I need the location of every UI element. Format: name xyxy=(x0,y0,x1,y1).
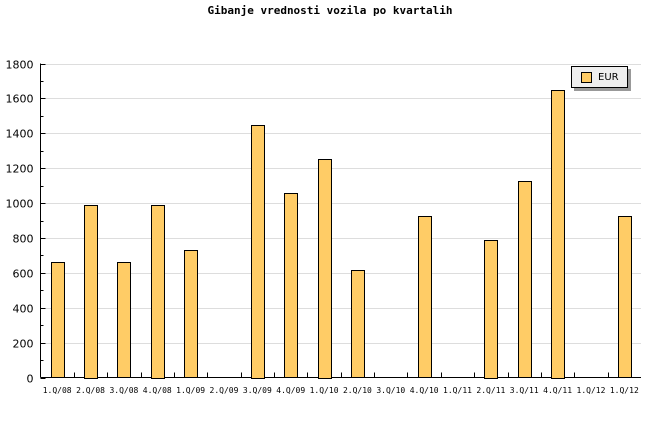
x-tick-label: 3.Q/11 xyxy=(510,386,539,395)
bar xyxy=(418,216,432,378)
x-tick-label: 1.Q/10 xyxy=(310,386,339,395)
y-tick-label: 1400 xyxy=(6,128,34,141)
y-tick-label: 600 xyxy=(13,268,34,281)
x-tick-label: 4.Q/08 xyxy=(143,386,172,395)
bar xyxy=(284,193,298,378)
x-tick-label: 2.Q/09 xyxy=(210,386,239,395)
legend-swatch xyxy=(581,71,592,83)
bar xyxy=(618,216,632,378)
bar xyxy=(551,90,565,379)
y-tick-label: 800 xyxy=(13,233,34,246)
y-tick-label: 1800 xyxy=(6,59,34,72)
x-tick-label: 1.Q/12 xyxy=(610,386,639,395)
x-tick-label: 3.Q/08 xyxy=(109,386,138,395)
y-tick-label: 400 xyxy=(13,303,34,316)
x-tick-label: 2.Q/10 xyxy=(343,386,372,395)
y-tick-label: 200 xyxy=(13,338,34,351)
x-tick-label: 1.Q/12 xyxy=(577,386,606,395)
y-tick-label: 1200 xyxy=(6,163,34,176)
bar xyxy=(184,250,198,378)
y-tick-label: 0 xyxy=(27,373,34,386)
y-tick-label: 1000 xyxy=(6,198,34,211)
x-tick-label: 2.Q/11 xyxy=(476,386,505,395)
x-tick-label: 2.Q/08 xyxy=(76,386,105,395)
legend-label: EUR xyxy=(598,71,619,83)
x-tick-label: 3.Q/10 xyxy=(376,386,405,395)
bar xyxy=(484,240,498,379)
x-tick-label: 1.Q/09 xyxy=(176,386,205,395)
x-tick-label: 1.Q/08 xyxy=(43,386,72,395)
legend: EUR xyxy=(571,66,628,88)
bar xyxy=(84,205,98,379)
bar xyxy=(151,205,165,379)
bar xyxy=(51,262,65,378)
y-tick-label: 1600 xyxy=(6,93,34,106)
x-tick-label: 4.Q/11 xyxy=(543,386,572,395)
x-tick-label: 3.Q/09 xyxy=(243,386,272,395)
bar xyxy=(117,262,131,378)
bar xyxy=(518,181,532,378)
x-tick-label: 1.Q/11 xyxy=(443,386,472,395)
bar xyxy=(351,270,365,378)
x-tick-label: 4.Q/09 xyxy=(276,386,305,395)
x-tick-label: 4.Q/10 xyxy=(410,386,439,395)
bar xyxy=(318,159,332,379)
chart-title: Gibanje vrednosti vozila po kvartalih xyxy=(207,4,453,17)
bar xyxy=(251,125,265,379)
